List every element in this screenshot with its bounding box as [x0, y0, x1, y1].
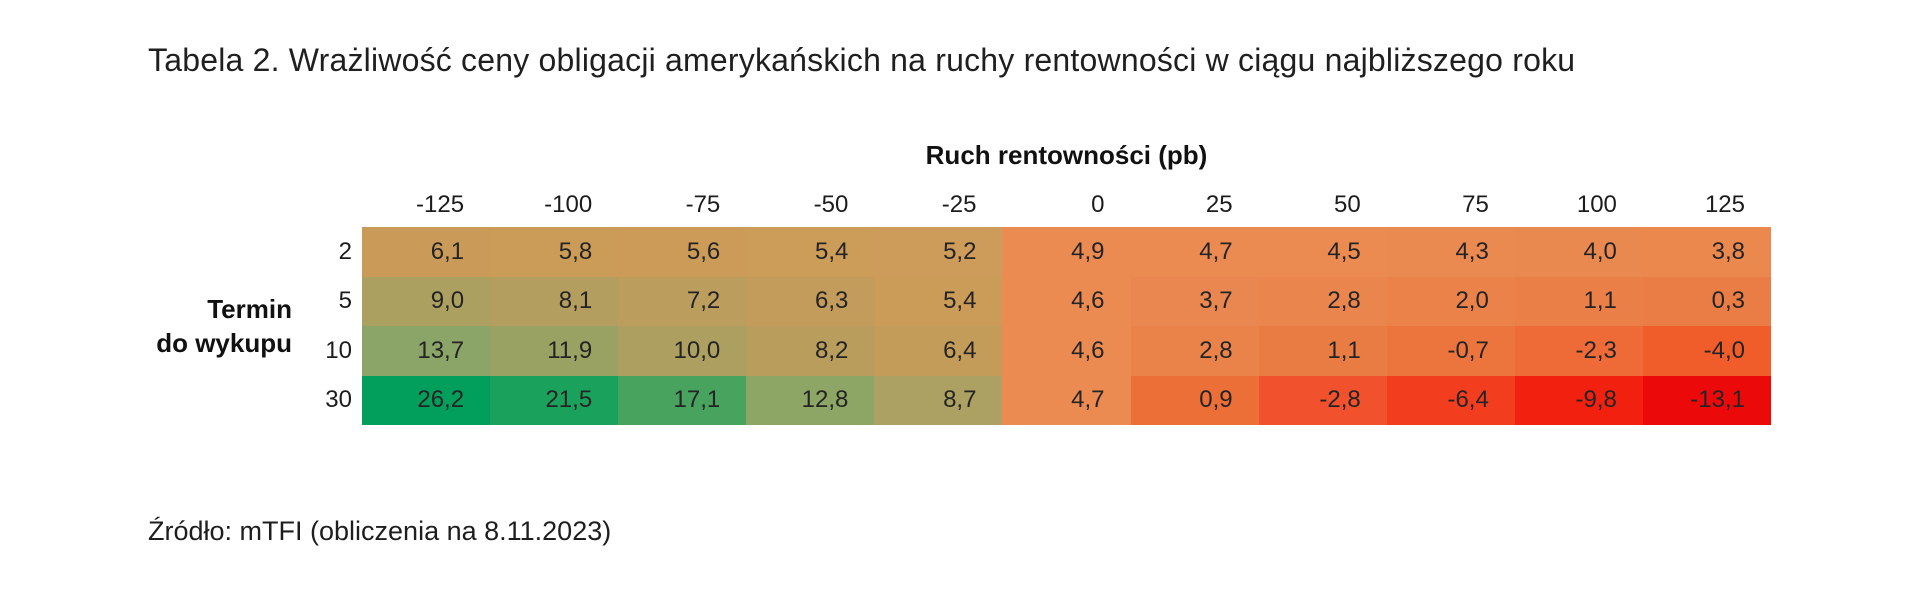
- heatmap-cell-r5-c125: 0,3: [1642, 276, 1771, 326]
- heatmap-cell-r2-c125: 3,8: [1642, 227, 1771, 277]
- column-headers-row: -125 -100 -75 -50 -25 0 25 50 75 100 125: [362, 187, 1771, 223]
- column-group-label: Ruch rentowności (pb): [925, 140, 1208, 170]
- row-group-label-line2: do wykupu: [156, 328, 292, 358]
- heatmap-cell-r10-c125: -4,0: [1642, 326, 1771, 376]
- heatmap-cell-r10-c-25: 6,4: [874, 326, 1003, 376]
- row-label-5: 5: [338, 287, 352, 315]
- heatmap-cell-r2-c25: 4,7: [1130, 227, 1259, 277]
- heatmap-cell-r10-c-50: 8,2: [746, 326, 875, 376]
- heatmap-cell-r5-c100: 1,1: [1514, 276, 1643, 326]
- row-label-2: 2: [338, 237, 352, 265]
- heatmap-cell-r30-c-25: 8,7: [874, 375, 1003, 425]
- heatmap-cell-r2-c-100: 5,8: [490, 227, 619, 277]
- heatmap-cell-r5-c-100: 8,1: [490, 276, 619, 326]
- heatmap-cell-r30-c50: -2,8: [1258, 375, 1387, 425]
- heatmap-cell-r10-c-125: 13,7: [362, 326, 491, 376]
- heatmap-cell-r30-c-50: 12,8: [746, 375, 875, 425]
- column-header--125: -125: [416, 191, 465, 218]
- row-label-30: 30: [325, 386, 352, 414]
- heatmap-cell-r2-c50: 4,5: [1258, 227, 1387, 277]
- column-header--25: -25: [941, 191, 977, 218]
- heatmap-cell-r2-c-50: 5,4: [746, 227, 875, 277]
- column-header-100: 100: [1576, 191, 1617, 218]
- column-header--100: -100: [544, 191, 593, 218]
- column-header-125: 125: [1704, 191, 1745, 218]
- heatmap-cell-r2-c100: 4,0: [1514, 227, 1643, 277]
- column-header--75: -75: [685, 191, 721, 218]
- heatmap-cell-r10-c100: -2,3: [1514, 326, 1643, 376]
- heatmap-cell-r5-c-125: 9,0: [362, 276, 491, 326]
- heatmap-cell-r30-c-125: 26,2: [362, 375, 491, 425]
- row-group-label-line1: Termin: [207, 294, 292, 324]
- heatmap-cell-r2-c0: 4,9: [1002, 227, 1131, 277]
- row-label-10: 10: [325, 336, 352, 364]
- heatmap-cell-r30-c125: -13,1: [1642, 375, 1771, 425]
- heatmap-cell-r10-c0: 4,6: [1002, 326, 1131, 376]
- heatmap-cell-r10-c50: 1,1: [1258, 326, 1387, 376]
- heatmap-cell-r5-c-25: 5,4: [874, 276, 1003, 326]
- heatmap-cell-r10-c-100: 11,9: [490, 326, 619, 376]
- heatmap-cell-r10-c75: -0,7: [1386, 326, 1515, 376]
- heatmap-cell-r30-c75: -6,4: [1386, 375, 1515, 425]
- row-group-label: Termin do wykupu: [60, 292, 292, 360]
- column-header--50: -50: [813, 191, 849, 218]
- heatmap-cell-r5-c-50: 6,3: [746, 276, 875, 326]
- heatmap-cell-r2-c75: 4,3: [1386, 227, 1515, 277]
- heatmap-cell-r2-c-25: 5,2: [874, 227, 1003, 277]
- page-title: Tabela 2. Wrażliwość ceny obligacji amer…: [148, 42, 1576, 78]
- heatmap-cell-r5-c25: 3,7: [1130, 276, 1259, 326]
- heatmap-cell-r30-c25: 0,9: [1130, 375, 1259, 425]
- heatmap-cell-r10-c25: 2,8: [1130, 326, 1259, 376]
- column-header-0: 0: [1091, 191, 1105, 218]
- heatmap-cell-r30-c-100: 21,5: [490, 375, 619, 425]
- heatmap-cell-r30-c0: 4,7: [1002, 375, 1131, 425]
- heatmap-cell-r5-c75: 2,0: [1386, 276, 1515, 326]
- heatmap-cell-r30-c-75: 17,1: [618, 375, 747, 425]
- heatmap-cell-r5-c0: 4,6: [1002, 276, 1131, 326]
- heatmap-cell-r5-c50: 2,8: [1258, 276, 1387, 326]
- heatmap-cell-r2-c-125: 6,1: [362, 227, 491, 277]
- column-header-25: 25: [1205, 191, 1233, 218]
- column-header-50: 50: [1334, 191, 1361, 218]
- heatmap-table: 6,1 5,8 5,6 5,4 5,2 4,9 4,7 4,5 4,3 4,0 3,8 9,0 8,1 7…: [362, 227, 1771, 425]
- source-note: Źródło: mTFI (obliczenia na 8.11.2023): [148, 516, 612, 546]
- heatmap-cell-r30-c100: -9,8: [1514, 375, 1643, 425]
- row-labels-column: 2 5 10 30: [182, 227, 352, 425]
- heatmap-cell-r2-c-75: 5,6: [618, 227, 747, 277]
- heatmap-cell-r5-c-75: 7,2: [618, 276, 747, 326]
- heatmap-cell-r10-c-75: 10,0: [618, 326, 747, 376]
- column-header-75: 75: [1462, 191, 1489, 218]
